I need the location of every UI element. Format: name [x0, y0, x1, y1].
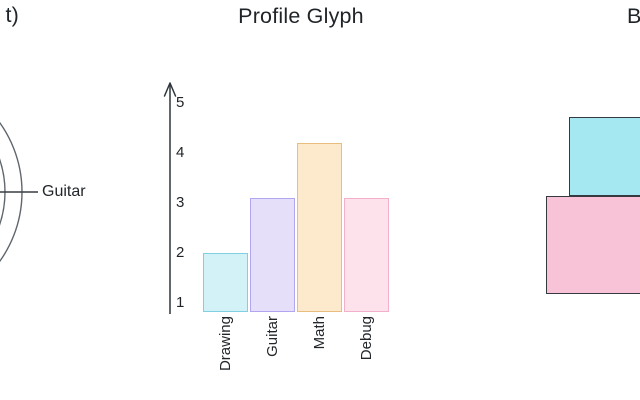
category-label-debug: Debug	[358, 316, 375, 361]
y-axis-arrowhead	[163, 82, 177, 97]
category-label-guitar: Guitar	[264, 316, 281, 357]
bar-chart-title: Profile Glyph	[238, 4, 364, 28]
top-square	[569, 117, 640, 196]
bar-drawing	[203, 253, 248, 312]
y-tick-label-3: 3	[176, 194, 185, 211]
block-chart-title-fragment: B	[627, 4, 640, 28]
bottom-square	[546, 196, 640, 294]
radar-chart-title-fragment: t)	[5, 3, 19, 27]
category-label-drawing: Drawing	[217, 316, 234, 372]
bar-math	[297, 143, 342, 312]
bar-debug	[344, 198, 389, 312]
y-tick-label-2: 2	[176, 244, 185, 261]
radar-axis-label-guitar: Guitar	[42, 183, 86, 200]
category-label-math: Math	[311, 316, 328, 350]
y-tick-label-5: 5	[176, 94, 185, 111]
y-tick-label-4: 4	[176, 144, 185, 161]
y-tick-label-1: 1	[176, 294, 185, 311]
bar-guitar	[250, 198, 295, 312]
